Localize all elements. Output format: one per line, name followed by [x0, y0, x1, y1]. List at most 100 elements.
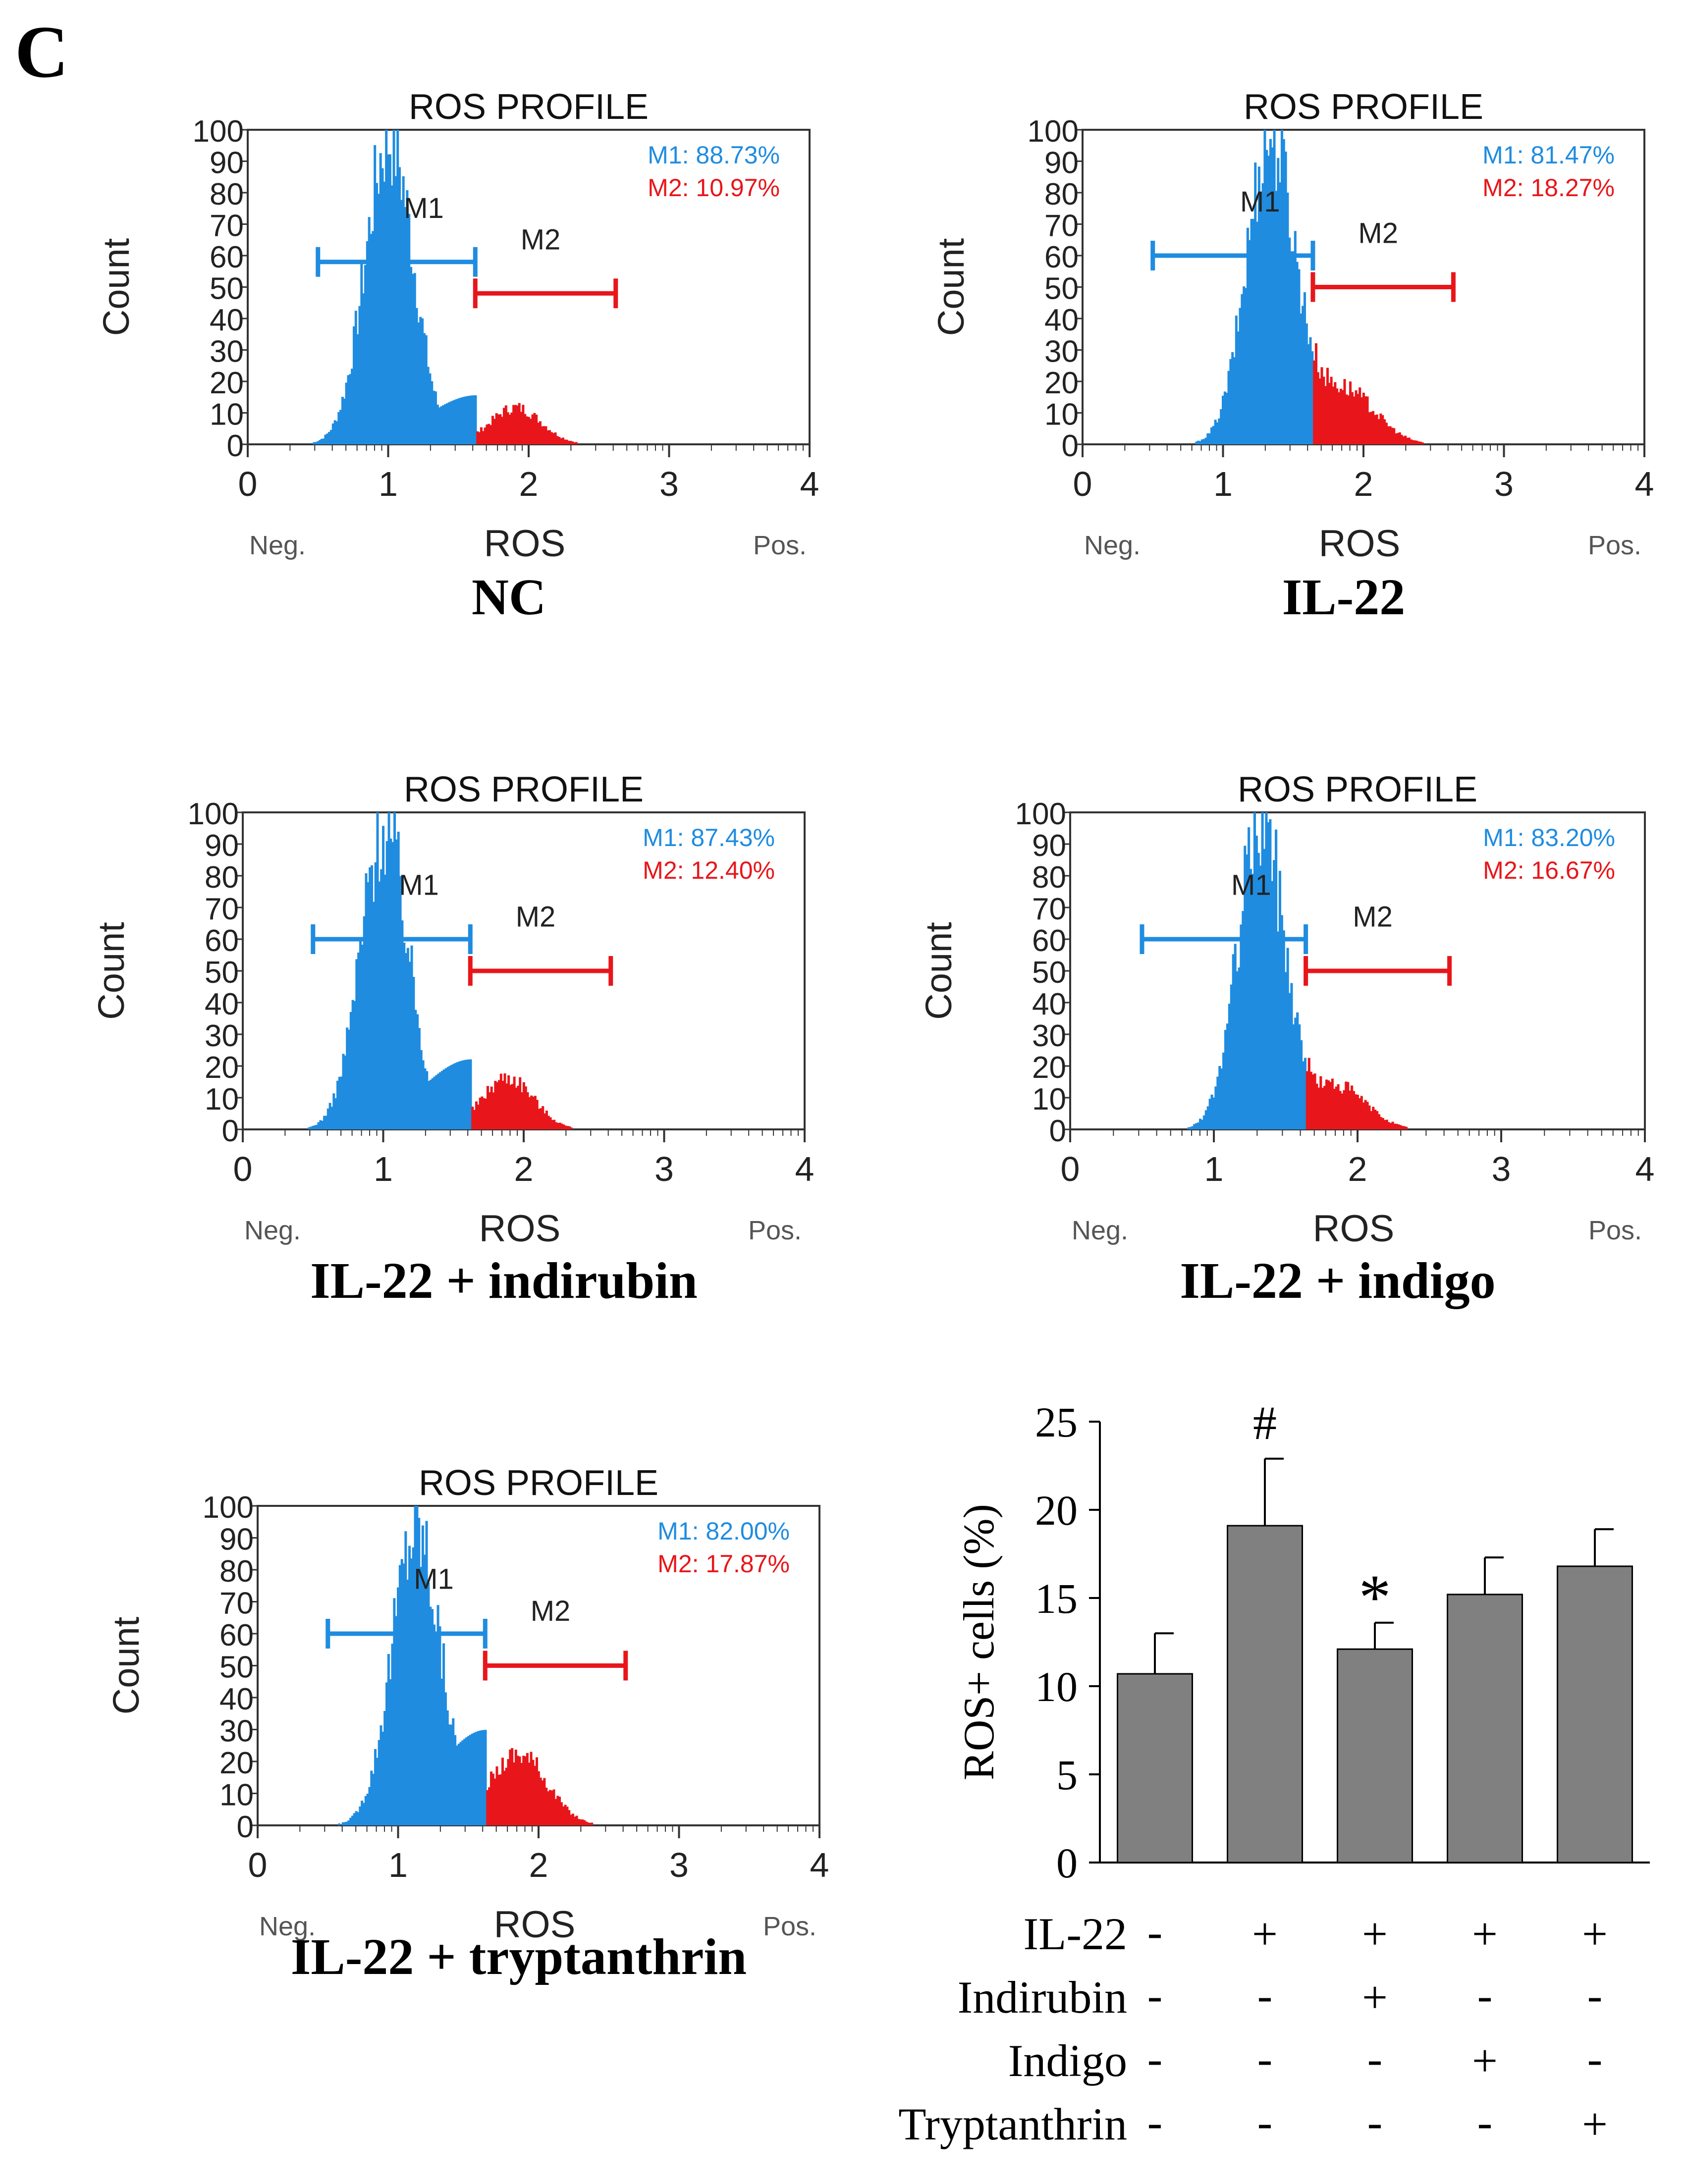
- bar-y-tick-label: 25: [1035, 1398, 1078, 1446]
- histogram-bin: [486, 1790, 489, 1825]
- histogram-bin: [406, 190, 409, 444]
- histogram-bin: [535, 415, 538, 444]
- histogram-bin: [1402, 436, 1405, 444]
- histogram-bin: [1278, 871, 1281, 1129]
- treatment-sign: -: [1257, 2033, 1273, 2084]
- histogram-bin: [396, 130, 399, 444]
- histogram-bin: [463, 1060, 466, 1129]
- histogram-bin: [405, 953, 408, 1129]
- histogram-bin: [394, 176, 397, 444]
- plot-title: ROS PROFILE: [409, 87, 649, 127]
- histogram-bin: [1319, 1076, 1322, 1129]
- histogram-bin: [1255, 835, 1258, 1129]
- histogram-bin: [352, 326, 355, 444]
- histogram-bin: [1311, 1074, 1314, 1129]
- histogram-bin: [376, 812, 379, 1129]
- panel-caption: IL-22 + tryptanthrin: [291, 1928, 747, 1985]
- histogram-bin: [493, 1778, 496, 1825]
- histogram-bin: [451, 400, 454, 444]
- y-tick-label: 80: [219, 1554, 254, 1589]
- histogram-bin: [429, 373, 432, 444]
- histogram-bin: [1200, 439, 1203, 444]
- histogram-bin: [355, 1811, 358, 1825]
- histogram-bin: [1235, 316, 1238, 444]
- histogram-bin: [425, 1521, 428, 1825]
- histogram-bin: [545, 1787, 548, 1825]
- treatment-sign: -: [1257, 2097, 1273, 2147]
- histogram-bin: [313, 442, 316, 444]
- histogram-bin: [537, 1771, 540, 1825]
- histogram-bin: [347, 1029, 350, 1129]
- histogram-bin: [393, 812, 396, 1129]
- y-tick-label: 90: [219, 1523, 254, 1557]
- histogram-bin: [550, 432, 553, 444]
- histogram-bin: [526, 1753, 529, 1825]
- histogram-bin: [1218, 418, 1221, 444]
- histogram-bin: [347, 1820, 350, 1825]
- x-tick-label: 4: [800, 465, 819, 503]
- histogram-bin: [1216, 1076, 1219, 1129]
- gate-stat: M1: 87.43%: [643, 824, 775, 852]
- histogram-bin: [476, 431, 479, 444]
- histogram-bin: [322, 438, 325, 444]
- histogram-bin: [1294, 1017, 1297, 1129]
- histogram-bin: [1214, 420, 1217, 444]
- histogram-bin: [1360, 397, 1363, 444]
- panel-caption: NC: [472, 569, 546, 626]
- histogram-bin: [1347, 395, 1350, 444]
- histogram-bin: [505, 1083, 508, 1129]
- panel-caption: IL-22 + indirubin: [310, 1252, 698, 1309]
- histogram-bin: [1222, 1052, 1225, 1129]
- histogram-bin: [1296, 1012, 1299, 1129]
- y-tick-label: 40: [1032, 987, 1066, 1021]
- histogram-bin: [514, 405, 517, 444]
- bar: [1117, 1673, 1193, 1864]
- histogram-bin: [415, 308, 418, 444]
- histogram-bin: [1304, 1058, 1306, 1129]
- histogram-bin: [1223, 391, 1226, 444]
- y-tick-label: 80: [210, 177, 244, 212]
- histogram-bin: [1349, 1090, 1352, 1129]
- histogram-bin: [540, 1108, 543, 1129]
- bar: [1227, 1525, 1303, 1864]
- histogram-bin: [552, 433, 555, 444]
- treatment-row-label: Indirubin: [958, 1972, 1127, 2023]
- histogram-bin: [547, 1791, 550, 1825]
- y-tick-label: 60: [1044, 240, 1079, 274]
- histogram-bin: [347, 375, 350, 444]
- histogram-bin: [450, 1724, 453, 1825]
- histogram-bin: [510, 412, 513, 444]
- histogram-bin: [1341, 1093, 1344, 1129]
- histogram-bin: [1375, 414, 1378, 444]
- histogram-bin: [1323, 1086, 1326, 1129]
- histogram-bin: [1269, 139, 1272, 444]
- y-tick-label: 100: [1028, 114, 1079, 149]
- histogram-bin: [388, 154, 391, 445]
- histogram-bin: [1208, 1099, 1211, 1129]
- histogram-bin: [412, 1547, 415, 1825]
- histogram-bin: [363, 916, 366, 1129]
- histogram-bin: [428, 1081, 431, 1129]
- histogram-bin: [343, 1822, 346, 1825]
- histogram-bin: [1359, 387, 1361, 444]
- histogram-bin: [1355, 390, 1358, 444]
- histogram-bin: [465, 1737, 468, 1825]
- y-tick-label: 0: [1049, 1114, 1066, 1148]
- histogram-bin: [579, 1819, 582, 1825]
- histogram-bin: [516, 1756, 519, 1825]
- histogram-bin: [583, 1820, 586, 1825]
- histogram-bin: [553, 1119, 556, 1129]
- y-tick-label: 20: [210, 366, 244, 400]
- x-tick-label: 4: [1635, 1150, 1655, 1188]
- y-tick-label: 70: [210, 209, 244, 243]
- histogram-bin: [496, 1082, 499, 1129]
- histogram-bin: [1228, 1004, 1231, 1129]
- histogram-bin: [370, 234, 373, 444]
- histogram-bin: [1368, 1105, 1371, 1129]
- histogram-bin: [1395, 433, 1398, 444]
- histogram-bin: [392, 130, 395, 444]
- histogram-bin: [362, 293, 365, 444]
- histogram-bin: [564, 1805, 567, 1825]
